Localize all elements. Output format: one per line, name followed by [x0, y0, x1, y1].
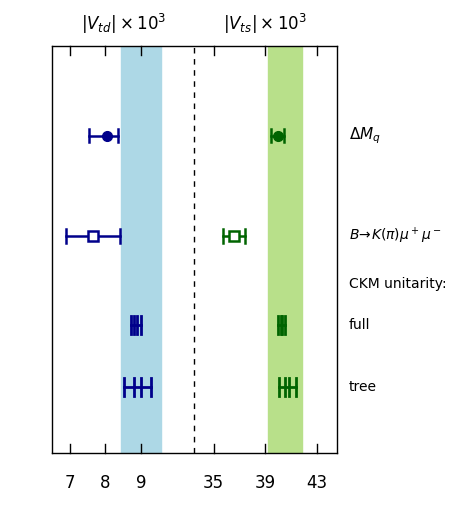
Text: 8: 8	[100, 474, 111, 492]
Text: $B\!\rightarrow\!K(\pi)\mu^+\mu^-$: $B\!\rightarrow\!K(\pi)\mu^+\mu^-$	[349, 225, 442, 246]
Text: 39: 39	[255, 474, 276, 492]
Text: $\Delta M_q$: $\Delta M_q$	[349, 125, 381, 146]
Text: 35: 35	[203, 474, 224, 492]
Bar	[121, 46, 161, 453]
Text: 9: 9	[136, 474, 146, 492]
Text: 7: 7	[64, 474, 75, 492]
Text: tree: tree	[349, 380, 377, 394]
Text: CKM unitarity:: CKM unitarity:	[349, 277, 447, 291]
Text: $|V_{td}|\times 10^3$: $|V_{td}|\times 10^3$	[81, 12, 166, 36]
Text: $|V_{ts}|\times 10^3$: $|V_{ts}|\times 10^3$	[223, 12, 308, 36]
Text: 43: 43	[307, 474, 328, 492]
Bar	[268, 46, 301, 453]
Text: full: full	[349, 318, 371, 332]
